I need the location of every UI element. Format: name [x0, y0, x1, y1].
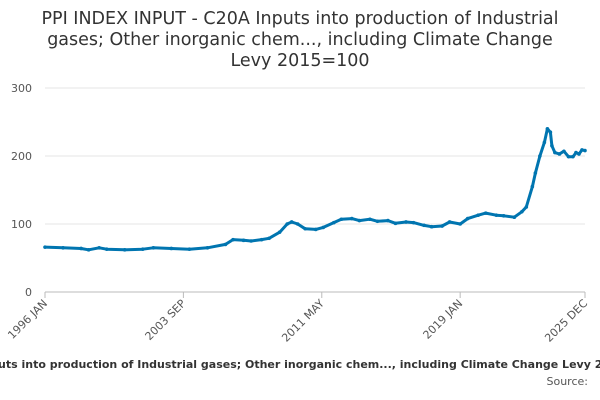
data-point	[259, 237, 264, 242]
data-point	[494, 213, 499, 217]
chart-title-line: Levy 2015=100	[230, 51, 369, 71]
chart-title: PPI INDEX INPUT - C20A Inputs into produ…	[41, 9, 558, 71]
data-point	[524, 205, 529, 209]
series-line	[43, 127, 587, 252]
data-point	[375, 219, 380, 224]
data-point	[530, 184, 535, 189]
data-point	[476, 213, 481, 217]
data-point	[277, 230, 282, 234]
y-tick-label: 200	[11, 150, 32, 163]
chart-title-line: gases; Other inorganic chem..., includin…	[47, 30, 553, 50]
data-point	[429, 224, 434, 229]
data-point	[295, 222, 300, 226]
data-point	[231, 237, 235, 242]
data-point	[187, 247, 192, 251]
data-point	[393, 221, 398, 226]
data-point	[548, 130, 553, 134]
x-tick-label: 2019 JAN	[421, 297, 466, 342]
data-point	[580, 148, 584, 152]
data-point	[205, 246, 210, 250]
data-point	[79, 246, 83, 251]
y-tick-label: 0	[25, 286, 32, 299]
data-point	[550, 144, 554, 148]
data-point	[512, 215, 517, 219]
data-point	[313, 227, 318, 232]
data-point	[562, 149, 566, 154]
x-tick-label: 1996 JAN	[5, 297, 50, 342]
data-point	[332, 220, 336, 225]
data-point	[566, 154, 571, 159]
data-point	[303, 226, 308, 231]
data-point	[97, 246, 101, 250]
y-tick-label: 100	[11, 218, 32, 231]
data-point	[404, 220, 408, 224]
data-point	[151, 246, 156, 250]
data-point	[538, 154, 542, 158]
data-point	[553, 150, 557, 155]
data-point	[104, 247, 109, 251]
data-point	[339, 217, 344, 222]
data-point	[571, 154, 575, 159]
data-point	[122, 248, 127, 252]
data-point	[350, 216, 354, 221]
x-axis: 1996 JAN 2003 SEP 2011 MAY 2019 JAN 2025 DEC	[5, 292, 590, 345]
data-point	[465, 216, 470, 221]
x-tick-label: 2003 SEP	[142, 297, 188, 343]
grid-lines	[45, 87, 585, 293]
data-point	[285, 222, 289, 226]
data-point	[501, 214, 506, 218]
data-point	[577, 152, 581, 156]
data-point	[447, 220, 452, 224]
data-point	[321, 225, 326, 230]
data-point	[422, 223, 426, 228]
data-point	[368, 217, 372, 222]
data-point	[483, 211, 488, 215]
data-point	[542, 140, 547, 145]
x-tick-label: 2025 DEC	[542, 297, 590, 345]
data-point	[223, 242, 228, 247]
data-point	[249, 239, 253, 243]
data-point	[533, 171, 538, 175]
data-point	[289, 220, 294, 224]
data-point	[411, 220, 416, 225]
series-group	[43, 127, 587, 252]
footer-source: Source:	[547, 375, 589, 388]
data-point	[241, 238, 246, 243]
data-point	[557, 152, 562, 156]
data-point	[357, 218, 362, 223]
x-tick-label: 2011 MAY	[279, 297, 327, 345]
data-point	[140, 247, 145, 251]
data-point	[86, 248, 91, 252]
y-axis: 0 100 200 300	[11, 82, 32, 299]
data-point	[520, 209, 524, 214]
chart-title-line: PPI INDEX INPUT - C20A Inputs into produ…	[41, 9, 558, 29]
data-point	[386, 218, 390, 223]
footer-legend: C20A Inputs into production of Industria…	[0, 358, 600, 371]
data-point	[574, 150, 578, 155]
y-tick-label: 300	[11, 82, 32, 95]
data-point	[61, 246, 65, 250]
data-point	[545, 127, 550, 131]
data-point	[440, 224, 444, 228]
data-point	[43, 245, 47, 249]
data-point	[267, 236, 271, 241]
data-point	[458, 222, 462, 226]
data-point	[169, 246, 174, 251]
data-point	[583, 148, 587, 153]
